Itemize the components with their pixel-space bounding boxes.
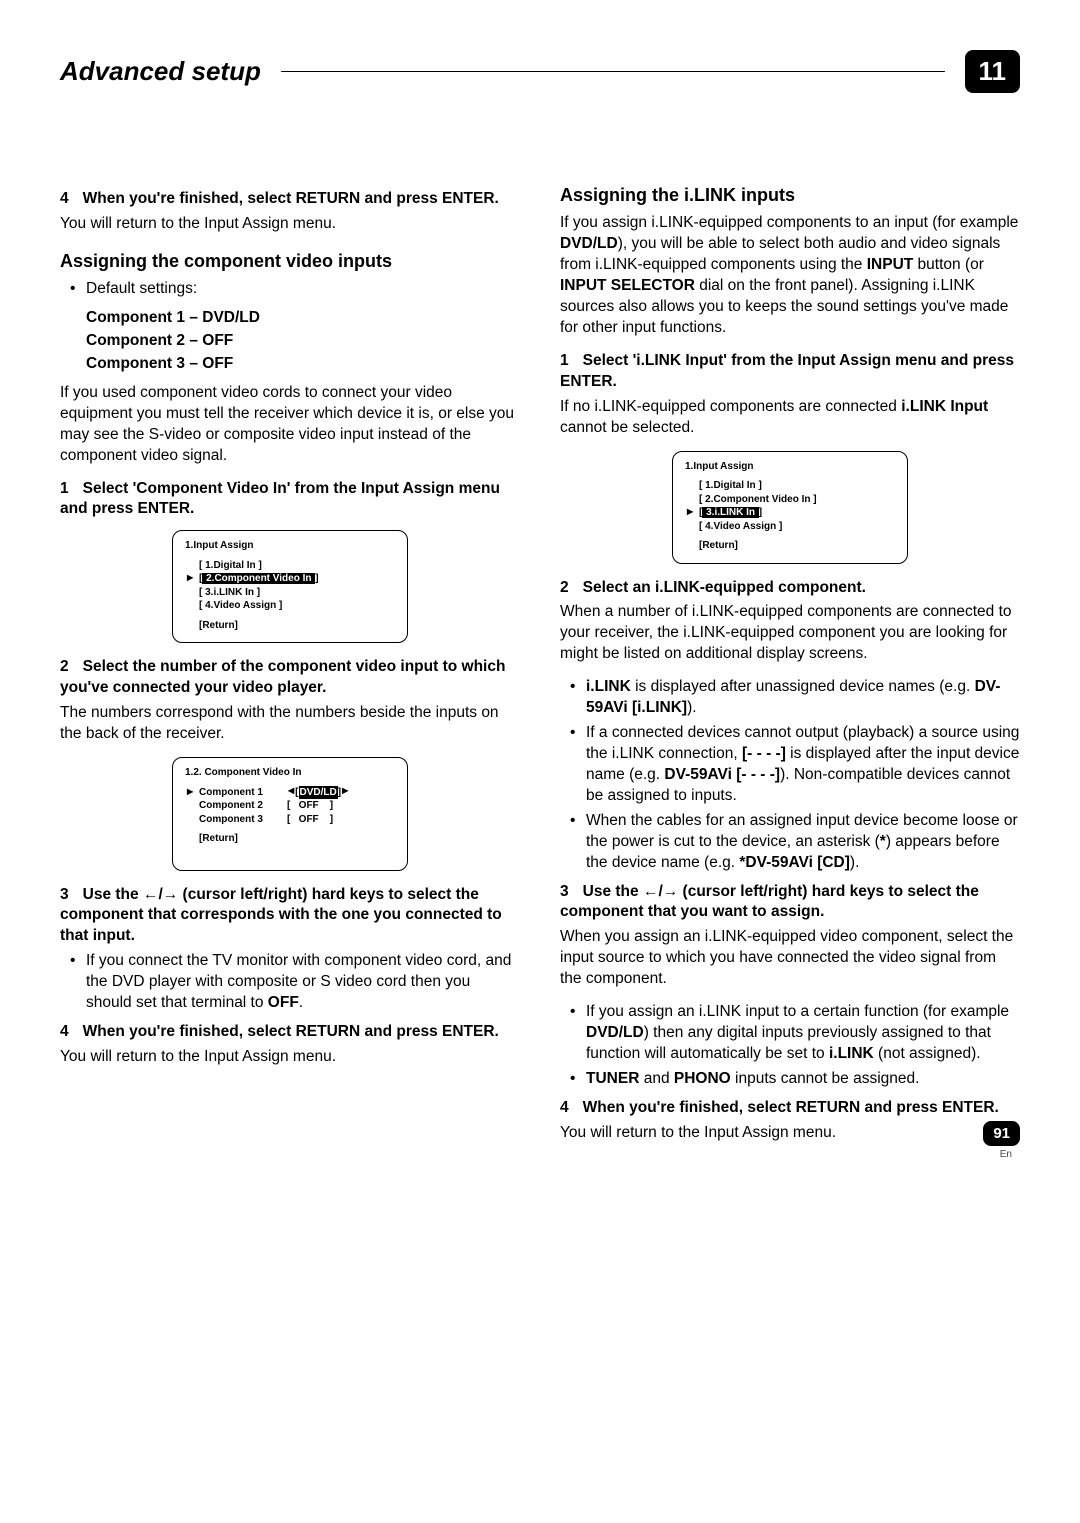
step-4: 4 When you're finished, select RETURN and… [560, 1098, 1020, 1119]
intro-text: If you used component video cords to con… [60, 383, 520, 467]
right-arrow-icon: ▶ [342, 786, 348, 800]
right-arrow-icon: → [163, 886, 179, 903]
page: Advanced setup 11 4When you're finished,… [0, 0, 1080, 1196]
page-language: En [1000, 1149, 1012, 1160]
bullet-item: If a connected devices cannot output (pl… [586, 723, 1020, 807]
step-text: Select an i.LINK-equipped component. [583, 579, 866, 596]
osd-title: 1.Input Assign [185, 539, 395, 553]
content-columns: 4 When you're finished, select RETURN and… [60, 183, 1020, 1156]
step-text: Select 'i.LINK Input' from the Input Ass… [560, 352, 1014, 390]
osd-input-assign: 1.Input Assign [ 1.Digital In ] ▶[ 2.Com… [172, 530, 408, 643]
body-text: The numbers correspond with the numbers … [60, 703, 520, 745]
body-text: You will return to the Input Assign menu… [560, 1123, 1020, 1144]
step-3: 3Use the ←/→ (cursor left/right) hard ke… [560, 882, 1020, 924]
left-column: 4 When you're finished, select RETURN and… [60, 183, 520, 1156]
default-3: Component 3 – OFF [86, 354, 520, 375]
step-number: 2 [560, 579, 569, 596]
step-text: Select 'Component Video In' from the Inp… [60, 480, 500, 518]
page-number-badge: 91 [983, 1121, 1020, 1146]
bullet-item: TUNER and PHONO inputs cannot be assigne… [586, 1069, 1020, 1090]
chapter-number-badge: 11 [965, 50, 1021, 93]
osd-input-assign: 1.Input Assign [ 1.Digital In ] [ 2.Comp… [672, 451, 908, 564]
pointer-icon: ▶ [187, 787, 193, 798]
osd-row: Component 2 [ OFF ] [199, 799, 395, 813]
bullet-item: When the cables for an assigned input de… [586, 811, 1020, 874]
step-1: 1Select 'i.LINK Input' from the Input As… [560, 351, 1020, 393]
body-text: When a number of i.LINK-equipped compone… [560, 602, 1020, 665]
step-text: When you're finished, select RETURN and … [83, 190, 499, 207]
body-text: You will return to the Input Assign menu… [60, 214, 520, 235]
left-arrow-icon: ◀ [288, 786, 294, 800]
step-text: Select the number of the component video… [60, 658, 505, 696]
step-number: 4 [560, 1099, 569, 1116]
intro-text: If you assign i.LINK-equipped components… [560, 213, 1020, 339]
osd-item: [ 2.Component Video In ] [699, 493, 895, 507]
step-4a: 4 When you're finished, select RETURN and… [60, 189, 520, 210]
bullet-list: i.LINK is displayed after unassigned dev… [560, 677, 1020, 873]
defaults-label: Default settings: [86, 279, 520, 300]
osd-item: [ 3.i.LINK In ] [199, 586, 395, 600]
step-number: 2 [60, 658, 69, 675]
step-text: Use the ←/→ (cursor left/right) hard key… [560, 883, 979, 921]
default-2: Component 2 – OFF [86, 331, 520, 352]
osd-component-video-in: 1.2. Component Video In ▶ Component 1 ◀[… [172, 757, 408, 871]
step-number: 3 [560, 883, 569, 900]
osd-return: [Return] [185, 832, 395, 846]
step-number: 1 [560, 352, 569, 369]
header-line [281, 71, 945, 72]
osd-item: [ 1.Digital In ] [699, 479, 895, 493]
body-text: When you assign an i.LINK-equipped video… [560, 927, 1020, 990]
bullet-item: i.LINK is displayed after unassigned dev… [586, 677, 1020, 719]
pointer-icon: ▶ [687, 507, 693, 518]
body-text: If no i.LINK-equipped components are con… [560, 397, 1020, 439]
default-1: Component 1 – DVD/LD [86, 308, 520, 329]
step-number: 4 [60, 190, 69, 207]
osd-item-selected: ▶[ 2.Component Video In ] [199, 572, 395, 586]
osd-item: [ 4.Video Assign ] [699, 520, 895, 534]
osd-title: 1.Input Assign [685, 460, 895, 474]
step-4b: 4 When you're finished, select RETURN and… [60, 1022, 520, 1043]
page-header: Advanced setup 11 [60, 50, 1020, 93]
osd-return: [Return] [685, 539, 895, 553]
step-1: 1Select 'Component Video In' from the In… [60, 479, 520, 521]
osd-row: ▶ Component 1 ◀[DVD/LD ]▶ [199, 786, 395, 800]
bullet-list: If you connect the TV monitor with compo… [60, 951, 520, 1014]
section-title: Assigning the i.LINK inputs [560, 183, 1020, 207]
step-3: 3Use the ←/→ (cursor left/right) hard ke… [60, 885, 520, 948]
osd-items: [ 1.Digital In ] ▶[ 2.Component Video In… [185, 559, 395, 613]
body-text: You will return to the Input Assign menu… [60, 1047, 520, 1068]
osd-return: [Return] [185, 619, 395, 633]
step-text: When you're finished, select RETURN and … [583, 1099, 999, 1116]
step-number: 1 [60, 480, 69, 497]
osd-item-selected: ▶[ 3.i.LINK In ] [699, 506, 895, 520]
step-2: 2Select the number of the component vide… [60, 657, 520, 699]
osd-items: ▶ Component 1 ◀[DVD/LD ]▶ Component 2 [ … [185, 786, 395, 827]
pointer-icon: ▶ [187, 573, 193, 584]
right-arrow-icon: → [663, 883, 679, 900]
osd-item: [ 1.Digital In ] [199, 559, 395, 573]
step-number: 3 [60, 886, 69, 903]
step-text: Use the ←/→ (cursor left/right) hard key… [60, 886, 502, 945]
osd-row: Component 3 [ OFF ] [199, 813, 395, 827]
step-2: 2 Select an i.LINK-equipped component. [560, 578, 1020, 599]
osd-items: [ 1.Digital In ] [ 2.Component Video In … [685, 479, 895, 533]
bullet-item: If you connect the TV monitor with compo… [86, 951, 520, 1014]
osd-title: 1.2. Component Video In [185, 766, 395, 780]
left-arrow-icon: ← [143, 886, 159, 903]
chapter-title: Advanced setup [60, 56, 261, 87]
osd-item: [ 4.Video Assign ] [199, 599, 395, 613]
left-arrow-icon: ← [643, 883, 659, 900]
bullet-item: If you assign an i.LINK input to a certa… [586, 1002, 1020, 1065]
section-title: Assigning the component video inputs [60, 249, 520, 273]
right-column: Assigning the i.LINK inputs If you assig… [560, 183, 1020, 1156]
step-text: When you're finished, select RETURN and … [83, 1023, 499, 1040]
bullet-list: If you assign an i.LINK input to a certa… [560, 1002, 1020, 1090]
step-number: 4 [60, 1023, 69, 1040]
defaults-list: Default settings: [60, 279, 520, 300]
